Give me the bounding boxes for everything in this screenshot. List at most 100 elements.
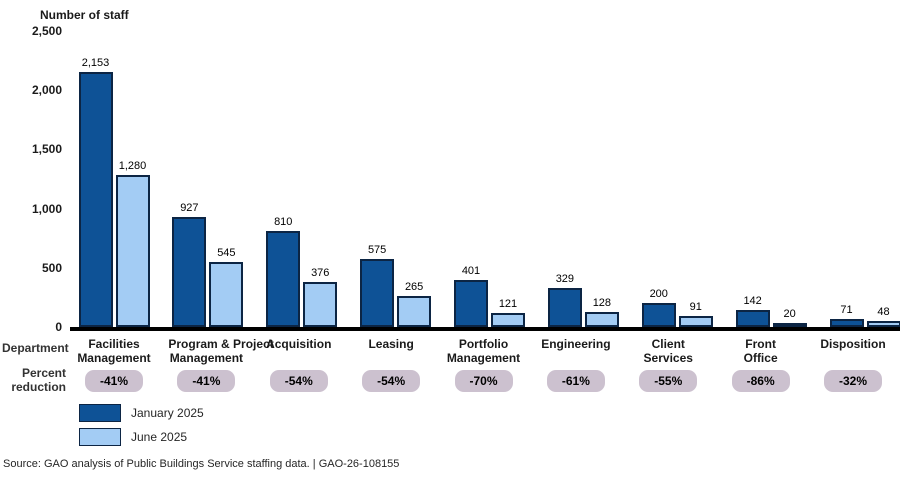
bar-value-label-january: 401 xyxy=(461,264,481,277)
bar-wrap-june: 20 xyxy=(772,308,807,327)
percent-reduction-row-label: Percent reduction xyxy=(11,366,66,394)
bar-june xyxy=(397,295,432,327)
bar-group: 575 265 xyxy=(358,244,434,327)
bar-value-label-january: 200 xyxy=(649,288,668,301)
bar-group: 142 20 xyxy=(733,295,809,327)
bar-wrap-january: 810 xyxy=(266,216,301,327)
y-tick-label: 1,500 xyxy=(31,142,62,157)
bar-group: 810 376 xyxy=(264,216,340,327)
bar-value-label-june: 121 xyxy=(498,297,518,310)
bar-group: 71 48 xyxy=(827,304,900,327)
y-axis: 0 500 1,000 1,500 2,000 2,500 xyxy=(0,24,62,334)
bar-group: 401 121 xyxy=(452,265,528,327)
bar-value-label-january: 329 xyxy=(555,273,575,286)
legend-item-june: June 2025 xyxy=(79,427,204,447)
bar-value-label-june: 545 xyxy=(217,247,236,260)
bar-january xyxy=(172,217,207,327)
legend-label-june: June 2025 xyxy=(131,430,188,444)
bar-june xyxy=(303,282,338,327)
bar-group: 329 128 xyxy=(545,273,621,327)
bar-value-label-june: 128 xyxy=(592,296,612,309)
bar-june xyxy=(866,321,900,327)
y-tick-label: 2,000 xyxy=(31,83,62,98)
department-label: Acquisition xyxy=(266,337,332,351)
bar-january xyxy=(360,258,395,327)
bar-wrap-june: 91 xyxy=(678,301,713,327)
bar-value-label-january: 810 xyxy=(274,216,293,229)
percent-reduction-cell: -86% xyxy=(723,370,799,392)
percent-reduction-cell: -41% xyxy=(76,370,152,392)
bar-january xyxy=(829,318,864,327)
bar-june xyxy=(584,311,619,327)
bar-value-label-june: 48 xyxy=(877,306,890,319)
percent-reduction-cell: -54% xyxy=(353,370,429,392)
bar-january xyxy=(641,303,676,327)
bar-value-label-june: 265 xyxy=(404,280,424,293)
legend-swatch-june xyxy=(79,428,121,446)
bar-wrap-january: 2,153 xyxy=(78,57,113,327)
department-label: Client Services xyxy=(643,337,693,365)
bar-wrap-june: 121 xyxy=(491,298,525,327)
bar-wrap-june: 128 xyxy=(584,296,619,327)
department-label: Program & Project Management xyxy=(168,337,274,365)
bar-value-label-january: 71 xyxy=(840,303,853,316)
percent-reduction-cell: -70% xyxy=(446,370,522,392)
legend-swatch-january xyxy=(79,404,121,422)
percent-reduction-cell: -54% xyxy=(261,370,337,392)
bar-wrap-january: 401 xyxy=(454,265,488,327)
y-tick-label: 2,500 xyxy=(31,24,62,38)
bar-value-label-january: 142 xyxy=(743,295,762,308)
bar-wrap-january: 142 xyxy=(735,295,770,327)
department-label-row: Facilities Management Program & Project M… xyxy=(70,337,897,365)
y-tick-label: 1,000 xyxy=(31,201,62,216)
bar-wrap-january: 71 xyxy=(829,303,864,327)
bar-wrap-january: 575 xyxy=(360,244,395,327)
bar-value-label-june: 376 xyxy=(311,267,330,280)
bar-wrap-june: 545 xyxy=(209,247,244,327)
y-tick-label: 0 xyxy=(55,320,62,334)
department-label: Engineering xyxy=(541,337,611,351)
bar-june xyxy=(209,262,244,327)
bar-wrap-january: 927 xyxy=(172,202,207,327)
percent-reduction-badge: -54% xyxy=(362,370,421,392)
bar-value-label-june: 91 xyxy=(689,301,702,314)
department-label: Portfolio Management xyxy=(446,337,521,365)
bar-wrap-june: 265 xyxy=(397,280,432,327)
percent-reduction-cell: -61% xyxy=(538,370,614,392)
department-row-label: Department xyxy=(2,341,69,355)
bar-wrap-june: 48 xyxy=(866,306,900,327)
bar-group: 200 91 xyxy=(639,288,715,327)
percent-reduction-cell: -55% xyxy=(630,370,706,392)
percent-reduction-badge: -70% xyxy=(454,370,513,392)
percent-reduction-badge: -41% xyxy=(85,370,143,392)
bar-june xyxy=(491,312,525,327)
department-label: Front Office xyxy=(743,337,778,365)
bar-june xyxy=(678,316,713,327)
percent-reduction-badge: -32% xyxy=(824,370,882,392)
bar-january xyxy=(735,310,770,327)
percent-reduction-cell: -32% xyxy=(815,370,891,392)
bar-wrap-june: 376 xyxy=(303,267,338,327)
bar-january xyxy=(454,279,488,327)
source-note: Source: GAO analysis of Public Buildings… xyxy=(3,458,400,470)
department-label: Facilities Management xyxy=(77,337,151,365)
bar-value-label-june: 1,280 xyxy=(118,160,147,173)
bar-value-label-january: 2,153 xyxy=(81,57,110,70)
bar-january xyxy=(266,231,301,327)
y-tick-label: 500 xyxy=(41,260,62,275)
bar-wrap-january: 329 xyxy=(547,273,582,327)
bar-june xyxy=(115,175,150,327)
percent-reduction-badge: -54% xyxy=(269,370,328,392)
bar-value-label-january: 927 xyxy=(180,202,199,215)
legend: January 2025 June 2025 xyxy=(79,403,204,451)
legend-item-january: January 2025 xyxy=(79,403,204,423)
department-label: Leasing xyxy=(368,337,414,351)
bar-wrap-june: 1,280 xyxy=(115,160,150,327)
bar-june xyxy=(772,323,807,327)
bar-group: 2,153 1,280 xyxy=(76,57,152,327)
bar-january xyxy=(547,288,582,327)
chart-title: Number of staff xyxy=(40,8,129,22)
percent-reduction-badge: -41% xyxy=(177,370,236,392)
percent-reduction-cell: -41% xyxy=(168,370,244,392)
